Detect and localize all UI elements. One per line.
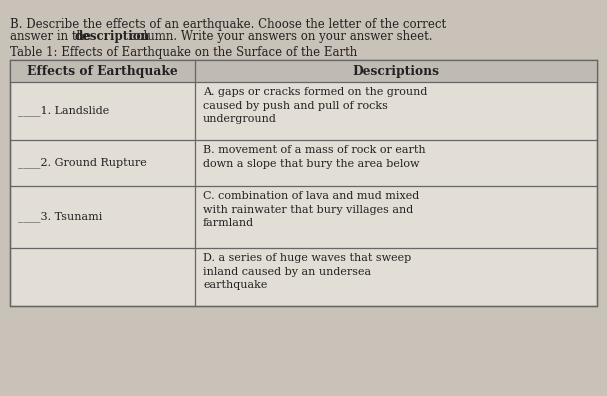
Text: description: description [75,30,150,43]
Text: B. Describe the effects of an earthquake. Choose the letter of the correct: B. Describe the effects of an earthquake… [10,18,446,31]
Text: Effects of Earthquake: Effects of Earthquake [27,65,178,78]
Text: answer in the: answer in the [10,30,95,43]
Text: ____1. Landslide: ____1. Landslide [18,106,109,116]
Bar [10,60,597,306]
Text: Table 1: Effects of Earthquake on the Surface of the Earth: Table 1: Effects of Earthquake on the Su… [10,46,358,59]
Text: C. combination of lava and mud mixed
with rainwater that bury villages and
farml: C. combination of lava and mud mixed wit… [203,191,419,228]
Text: ____2. Ground Rupture: ____2. Ground Rupture [18,158,147,168]
Text: A. gaps or cracks formed on the ground
caused by push and pull of rocks
undergro: A. gaps or cracks formed on the ground c… [203,87,427,124]
Text: B. movement of a mass of rock or earth
down a slope that bury the area below: B. movement of a mass of rock or earth d… [203,145,426,169]
Text: Descriptions: Descriptions [353,65,439,78]
Text: column. Write your answers on your answer sheet.: column. Write your answers on your answe… [126,30,433,43]
Text: D. a series of huge waves that sweep
inland caused by an undersea
earthquake: D. a series of huge waves that sweep inl… [203,253,412,290]
Text: ____3. Tsunami: ____3. Tsunami [18,211,103,223]
Bar [10,60,597,82]
